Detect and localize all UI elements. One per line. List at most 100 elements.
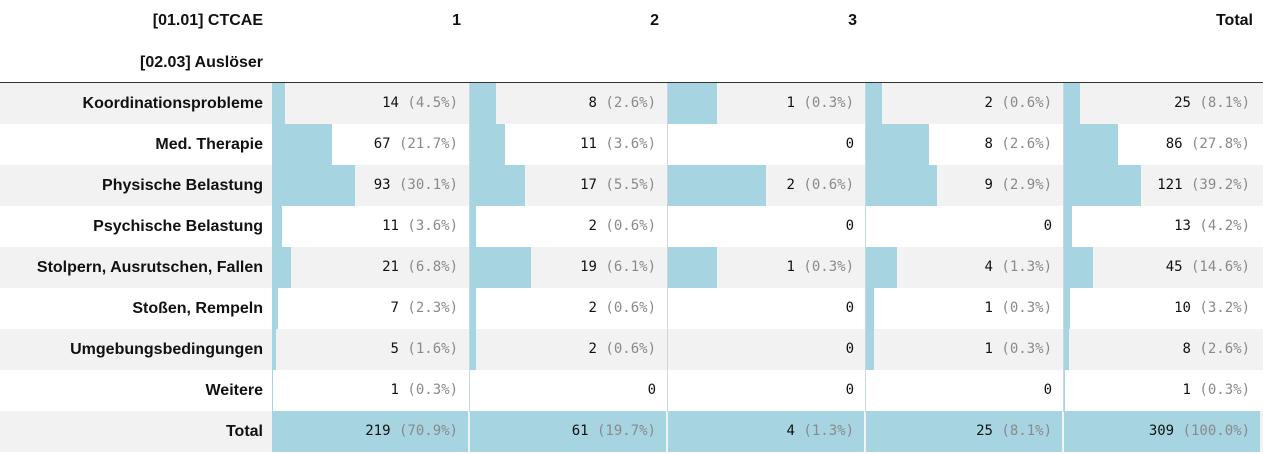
percentage: (4.2%) (1199, 218, 1250, 234)
percentage: (39.2%) (1190, 177, 1250, 193)
table-cell: 2 (0.6%) (470, 206, 666, 247)
column-header-total: Total (1215, 12, 1253, 29)
count: 1 (786, 95, 795, 111)
column-header-3: 3 (848, 12, 857, 29)
count: 67 (373, 136, 391, 152)
share-bar (866, 124, 929, 165)
cell-value: 21 (6.8%) (382, 247, 458, 288)
count: 0 (1043, 382, 1052, 398)
count: 9 (984, 177, 993, 193)
percentage: (3.2%) (1199, 300, 1250, 316)
cell-value: 5 (1.6%) (391, 329, 458, 370)
percentage: (2.6%) (605, 95, 656, 111)
cell-value: 19 (6.1%) (580, 247, 656, 288)
percentage: (0.6%) (605, 341, 656, 357)
count: 2 (786, 177, 795, 193)
table-cell: 1 (0.3%) (1064, 370, 1260, 411)
cell-value: 1 (0.3%) (787, 247, 854, 288)
share-bar (272, 206, 282, 247)
table-row: Psychische Belastung 11 (3.6%) 2 (0.6%) 0 0 1… (0, 206, 1263, 247)
count: 8 (984, 136, 993, 152)
share-bar (1064, 165, 1141, 206)
table-cell: 9 (2.9%) (866, 165, 1062, 206)
column-separator (865, 83, 866, 412)
total-row: Total 219 (70.9%) 61 (19.7%) 4 (1.3%) 25 (8.… (0, 411, 1263, 452)
row-label: Med. Therapie (155, 136, 263, 153)
percentage: (2.6%) (1001, 136, 1052, 152)
table-cell: 13 (4.2%) (1064, 206, 1260, 247)
table-cell: 17 (5.5%) (470, 165, 666, 206)
count: 21 (382, 259, 399, 275)
table-cell: 67 (21.7%) (272, 124, 468, 165)
count: 10 (1174, 300, 1191, 316)
cell-value: 0 (846, 124, 854, 165)
cell-value: 1 (0.3%) (787, 83, 854, 124)
percentage: (1.3%) (803, 423, 854, 439)
cell-value: 2 (0.6%) (985, 83, 1052, 124)
share-bar (1064, 247, 1093, 288)
share-bar (866, 288, 874, 329)
table-cell: 86 (27.8%) (1064, 124, 1260, 165)
percentage: (27.8%) (1190, 136, 1250, 152)
table-cell: 21 (6.8%) (272, 247, 468, 288)
cell-value: 25 (8.1%) (1174, 83, 1250, 124)
count: 4 (786, 423, 795, 439)
table-cell: 25 (8.1%) (1064, 83, 1260, 124)
table-cell: 1 (0.3%) (668, 83, 864, 124)
count: 61 (571, 423, 589, 439)
table-cell: 0 (668, 329, 864, 370)
count: 45 (1165, 259, 1183, 275)
cell-value: 86 (27.8%) (1166, 124, 1250, 165)
table-row: Stolpern, Ausrutschen, Fallen 21 (6.8%) 19… (0, 247, 1263, 288)
percentage: (6.8%) (407, 259, 458, 275)
count: 2 (588, 300, 597, 316)
cell-value: 0 (1044, 370, 1052, 411)
percentage: (0.6%) (803, 177, 854, 193)
table-cell: 19 (6.1%) (470, 247, 666, 288)
percentage: (6.1%) (605, 259, 656, 275)
percentage: (0.3%) (803, 259, 854, 275)
table-cell: 0 (668, 124, 864, 165)
cell-value: 1 (0.3%) (985, 329, 1052, 370)
cell-value: 0 (846, 329, 854, 370)
percentage: (14.6%) (1190, 259, 1250, 275)
cell-value: 8 (2.6%) (589, 83, 656, 124)
row-label: Total (225, 423, 263, 440)
count: 0 (845, 136, 854, 152)
table-row: Stoßen, Rempeln 7 (2.3%) 2 (0.6%) 0 1 (0.3%)… (0, 288, 1263, 329)
table-row: Med. Therapie 67 (21.7%) 11 (3.6%) 0 8 (2.6%… (0, 124, 1263, 165)
total-cell: 25 (8.1%) (866, 411, 1062, 452)
percentage: (0.3%) (1199, 382, 1250, 398)
percentage: (21.7%) (398, 136, 458, 152)
count: 19 (580, 259, 597, 275)
count: 1 (984, 341, 993, 357)
count: 0 (1043, 218, 1052, 234)
column-separator (1063, 83, 1064, 412)
cell-value: 0 (648, 370, 656, 411)
percentage: (4.5%) (407, 95, 458, 111)
cell-value: 9 (2.9%) (985, 165, 1052, 206)
share-bar (668, 247, 717, 288)
count: 25 (1174, 95, 1191, 111)
share-bar (470, 124, 505, 165)
count: 7 (390, 300, 399, 316)
cell-value: 309 (100.0%) (1149, 411, 1250, 452)
count: 14 (382, 95, 399, 111)
count: 25 (976, 423, 993, 439)
table-cell: 8 (2.6%) (866, 124, 1062, 165)
share-bar (470, 329, 476, 370)
count: 309 (1148, 423, 1175, 439)
percentage: (1.6%) (407, 341, 458, 357)
cell-value: 11 (3.6%) (382, 206, 458, 247)
cell-value: 1 (0.3%) (1183, 370, 1250, 411)
table-cell: 7 (2.3%) (272, 288, 468, 329)
cell-value: 2 (0.6%) (589, 288, 656, 329)
total-cell: 61 (19.7%) (470, 411, 666, 452)
share-bar (272, 124, 332, 165)
row-variable-label: [02.03] Auslöser (139, 54, 263, 71)
column-header-1: 1 (452, 12, 461, 29)
share-bar (866, 329, 874, 370)
cell-value: 1 (0.3%) (391, 370, 458, 411)
share-bar (470, 83, 496, 124)
total-cell: 309 (100.0%) (1064, 411, 1260, 452)
